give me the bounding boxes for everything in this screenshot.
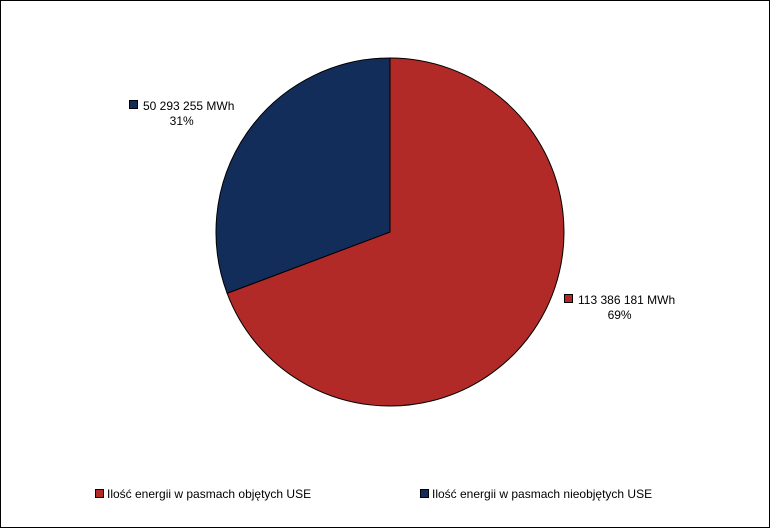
data-label-percent: 31%	[169, 114, 194, 128]
legend-swatch-nieobjete	[420, 489, 429, 498]
data-label-key-objete	[564, 294, 573, 303]
legend-label: Ilość energii w pasmach objętych USE	[107, 487, 312, 501]
data-label-nieobjete: 50 293 255 MWh 31%	[129, 99, 234, 129]
legend-item-nieobjete[interactable]: Ilość energii w pasmach nieobjętych USE	[420, 487, 652, 501]
legend-item-objete[interactable]: Ilość energii w pasmach objętych USE	[95, 487, 311, 501]
pie-slice-objete[interactable]	[226, 57, 565, 407]
data-label-value: 50 293 255 MWh	[143, 99, 235, 113]
data-label-objete: 113 386 181 MWh 69%	[564, 293, 675, 323]
legend-swatch-objete	[95, 489, 104, 498]
data-label-percent: 69%	[607, 308, 632, 322]
pie-slice-nieobjete[interactable]	[215, 57, 391, 294]
data-label-value: 113 386 181 MWh	[578, 293, 676, 307]
legend: Ilość energii w pasmach objętych USE Ilo…	[1, 487, 769, 503]
legend-label: Ilość energii w pasmach nieobjętych USE	[432, 487, 653, 501]
data-label-key-nieobjete	[129, 100, 138, 109]
